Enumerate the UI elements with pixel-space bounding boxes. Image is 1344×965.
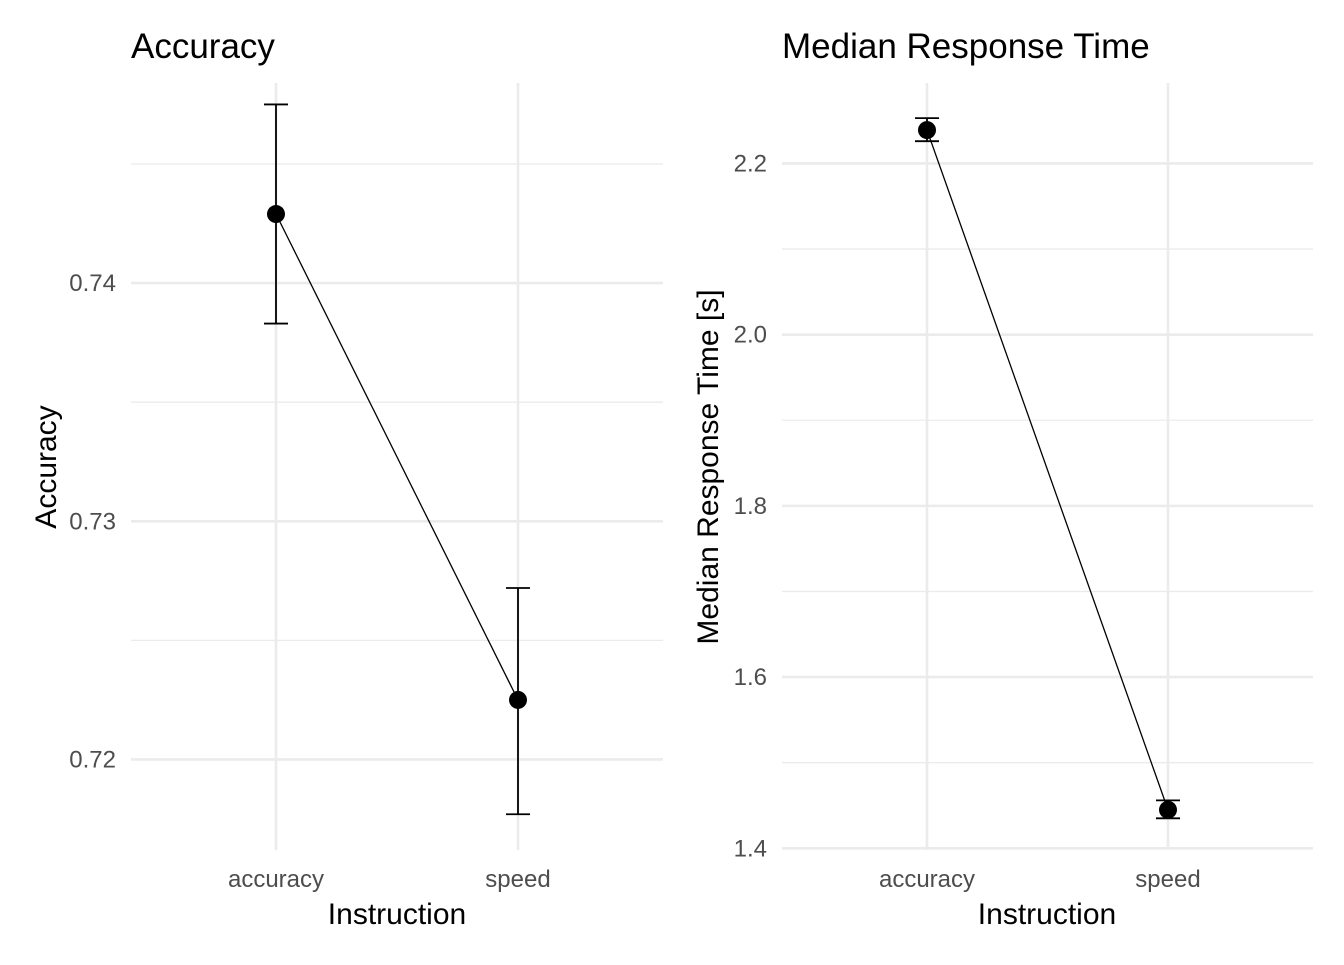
accuracy-x-tick-label: accuracy bbox=[228, 866, 324, 893]
response-time-panel: Median Response Time Instruction Median … bbox=[692, 27, 1313, 931]
response-time-grid bbox=[782, 83, 1313, 850]
response-time-y-tick-label: 1.6 bbox=[734, 664, 767, 691]
accuracy-x-axis-title: Instruction bbox=[328, 898, 466, 931]
accuracy-x-tick-label: speed bbox=[485, 866, 550, 893]
accuracy-series-line bbox=[275, 213, 519, 701]
response-time-y-axis-title: Median Response Time [s] bbox=[692, 289, 725, 644]
response-time-data bbox=[915, 117, 1180, 820]
response-time-y-tick-label: 2.2 bbox=[734, 150, 767, 177]
response-time-y-tick-label: 1.4 bbox=[734, 835, 767, 862]
accuracy-y-tick-label: 0.73 bbox=[69, 508, 116, 535]
accuracy-panel-title: Accuracy bbox=[131, 27, 275, 66]
accuracy-panel: Accuracy Instruction Accuracy 0.72 0.73 0.… bbox=[30, 27, 663, 931]
accuracy-labels: Accuracy Instruction Accuracy 0.72 0.73 0.… bbox=[30, 27, 551, 931]
response-time-data-point bbox=[918, 121, 936, 140]
response-time-labels: Median Response Time Instruction Median … bbox=[692, 27, 1201, 931]
accuracy-data-point bbox=[267, 205, 285, 224]
response-time-y-tick-label: 1.8 bbox=[734, 493, 767, 520]
response-time-x-tick-label: speed bbox=[1135, 866, 1200, 893]
response-time-panel-title: Median Response Time bbox=[782, 27, 1150, 66]
accuracy-grid bbox=[131, 83, 663, 850]
response-time-y-tick-label: 2.0 bbox=[734, 322, 767, 349]
accuracy-data bbox=[264, 103, 530, 816]
response-time-x-axis-title: Instruction bbox=[978, 898, 1116, 931]
accuracy-y-tick-label: 0.72 bbox=[69, 746, 116, 773]
accuracy-y-axis-title: Accuracy bbox=[30, 405, 63, 528]
accuracy-y-tick-label: 0.74 bbox=[69, 270, 116, 297]
response-time-series-line bbox=[926, 129, 1169, 810]
response-time-data-point bbox=[1159, 800, 1177, 819]
response-time-x-tick-label: accuracy bbox=[879, 866, 975, 893]
accuracy-data-point bbox=[509, 690, 527, 709]
